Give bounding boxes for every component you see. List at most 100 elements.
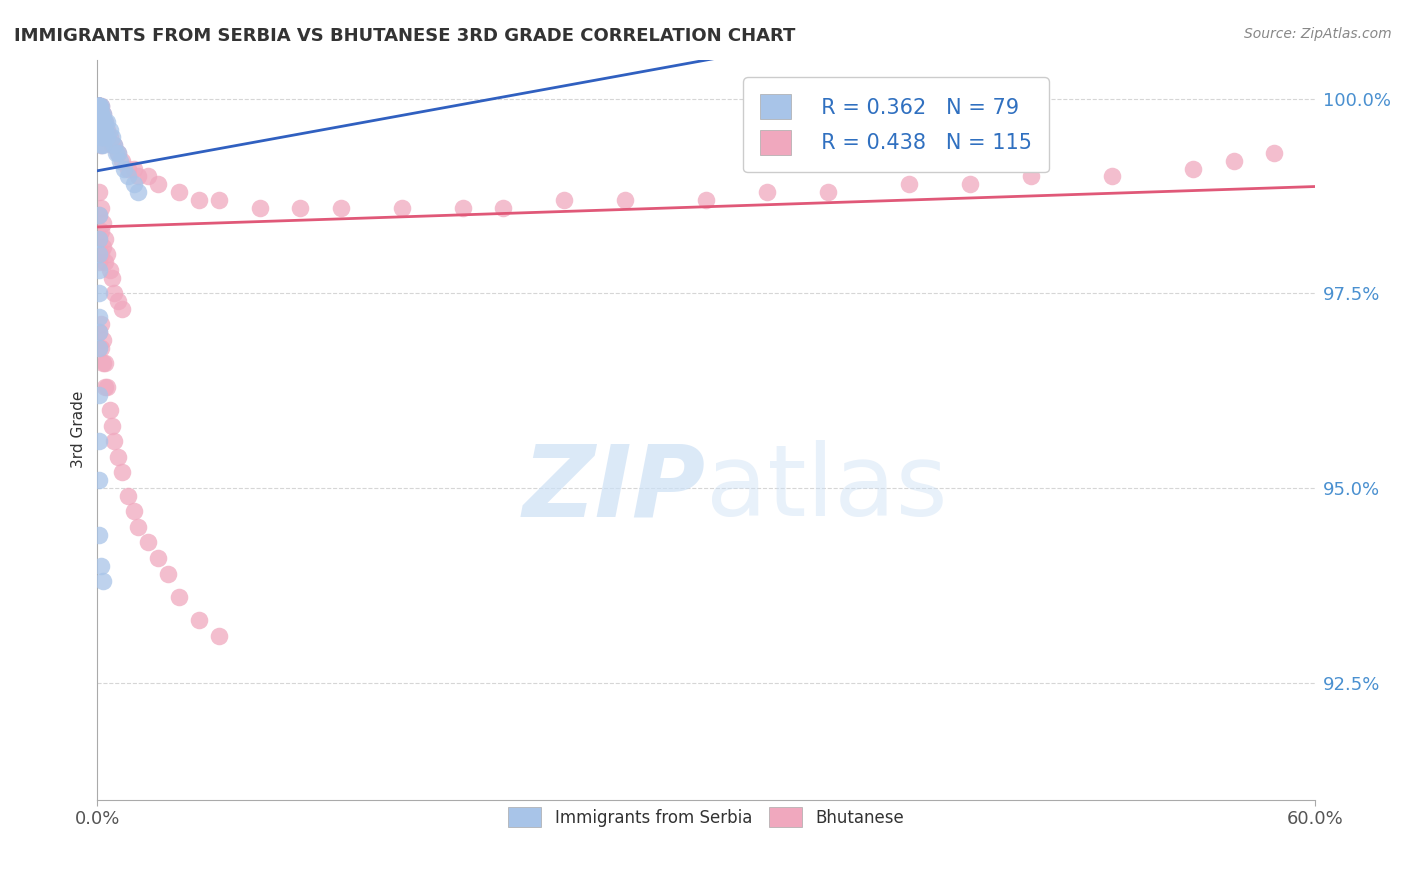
Point xyxy=(89,122,111,136)
Point xyxy=(89,185,111,199)
Point xyxy=(90,558,112,573)
Point xyxy=(117,489,139,503)
Point xyxy=(90,341,112,355)
Point xyxy=(93,138,115,153)
Point xyxy=(89,115,111,129)
Point xyxy=(89,99,111,113)
Point xyxy=(167,590,190,604)
Point xyxy=(96,122,118,136)
Point xyxy=(187,193,209,207)
Point xyxy=(127,185,149,199)
Point xyxy=(136,169,159,184)
Point xyxy=(94,232,117,246)
Point xyxy=(108,153,131,168)
Point xyxy=(157,566,180,581)
Point xyxy=(89,99,111,113)
Point xyxy=(89,263,111,277)
Point xyxy=(90,122,112,136)
Point xyxy=(93,115,115,129)
Text: atlas: atlas xyxy=(706,441,948,537)
Point xyxy=(89,473,111,487)
Point xyxy=(89,115,111,129)
Point xyxy=(1263,146,1285,161)
Point xyxy=(90,224,112,238)
Text: Source: ZipAtlas.com: Source: ZipAtlas.com xyxy=(1244,27,1392,41)
Point xyxy=(89,107,111,121)
Point xyxy=(89,107,111,121)
Point xyxy=(695,193,717,207)
Point xyxy=(89,115,111,129)
Point xyxy=(136,535,159,549)
Point xyxy=(89,99,111,113)
Point xyxy=(89,107,111,121)
Point xyxy=(89,115,111,129)
Point xyxy=(89,107,111,121)
Point xyxy=(89,115,111,129)
Point xyxy=(451,201,474,215)
Point xyxy=(89,115,111,129)
Point xyxy=(107,146,129,161)
Point xyxy=(96,130,118,145)
Point xyxy=(107,146,129,161)
Point xyxy=(90,318,112,332)
Point xyxy=(93,239,115,253)
Point xyxy=(93,115,115,129)
Point xyxy=(90,201,112,215)
Point xyxy=(89,247,111,261)
Point xyxy=(93,122,115,136)
Point xyxy=(90,247,112,261)
Point xyxy=(89,387,111,401)
Point xyxy=(90,107,112,121)
Point xyxy=(89,107,111,121)
Point xyxy=(93,574,115,589)
Point xyxy=(98,403,121,417)
Point xyxy=(167,185,190,199)
Point xyxy=(148,551,170,566)
Point xyxy=(89,107,111,121)
Point xyxy=(90,115,112,129)
Point xyxy=(93,107,115,121)
Point xyxy=(89,99,111,113)
Point xyxy=(93,333,115,347)
Point xyxy=(89,107,111,121)
Point xyxy=(89,115,111,129)
Point xyxy=(89,341,111,355)
Point xyxy=(94,356,117,370)
Point xyxy=(111,301,134,316)
Point xyxy=(94,115,117,129)
Point xyxy=(107,450,129,464)
Point xyxy=(1222,153,1244,168)
Point xyxy=(89,99,111,113)
Point xyxy=(103,138,125,153)
Point xyxy=(93,115,115,129)
Y-axis label: 3rd Grade: 3rd Grade xyxy=(72,391,86,468)
Point xyxy=(100,418,122,433)
Point xyxy=(89,115,111,129)
Point xyxy=(89,99,111,113)
Point xyxy=(111,153,134,168)
Point xyxy=(94,122,117,136)
Point xyxy=(89,286,111,301)
Point xyxy=(89,325,111,339)
Point xyxy=(89,122,111,136)
Point xyxy=(249,201,271,215)
Point xyxy=(89,99,111,113)
Point xyxy=(89,341,111,355)
Point xyxy=(89,99,111,113)
Point xyxy=(89,115,111,129)
Point xyxy=(89,99,111,113)
Point xyxy=(112,161,135,176)
Point xyxy=(94,380,117,394)
Point xyxy=(96,247,118,261)
Point xyxy=(94,115,117,129)
Point xyxy=(90,99,112,113)
Point xyxy=(89,107,111,121)
Point xyxy=(290,201,312,215)
Point xyxy=(89,99,111,113)
Legend: Immigrants from Serbia, Bhutanese: Immigrants from Serbia, Bhutanese xyxy=(499,798,912,836)
Point xyxy=(897,178,920,192)
Point xyxy=(122,161,145,176)
Point xyxy=(90,115,112,129)
Point xyxy=(90,122,112,136)
Point xyxy=(553,193,575,207)
